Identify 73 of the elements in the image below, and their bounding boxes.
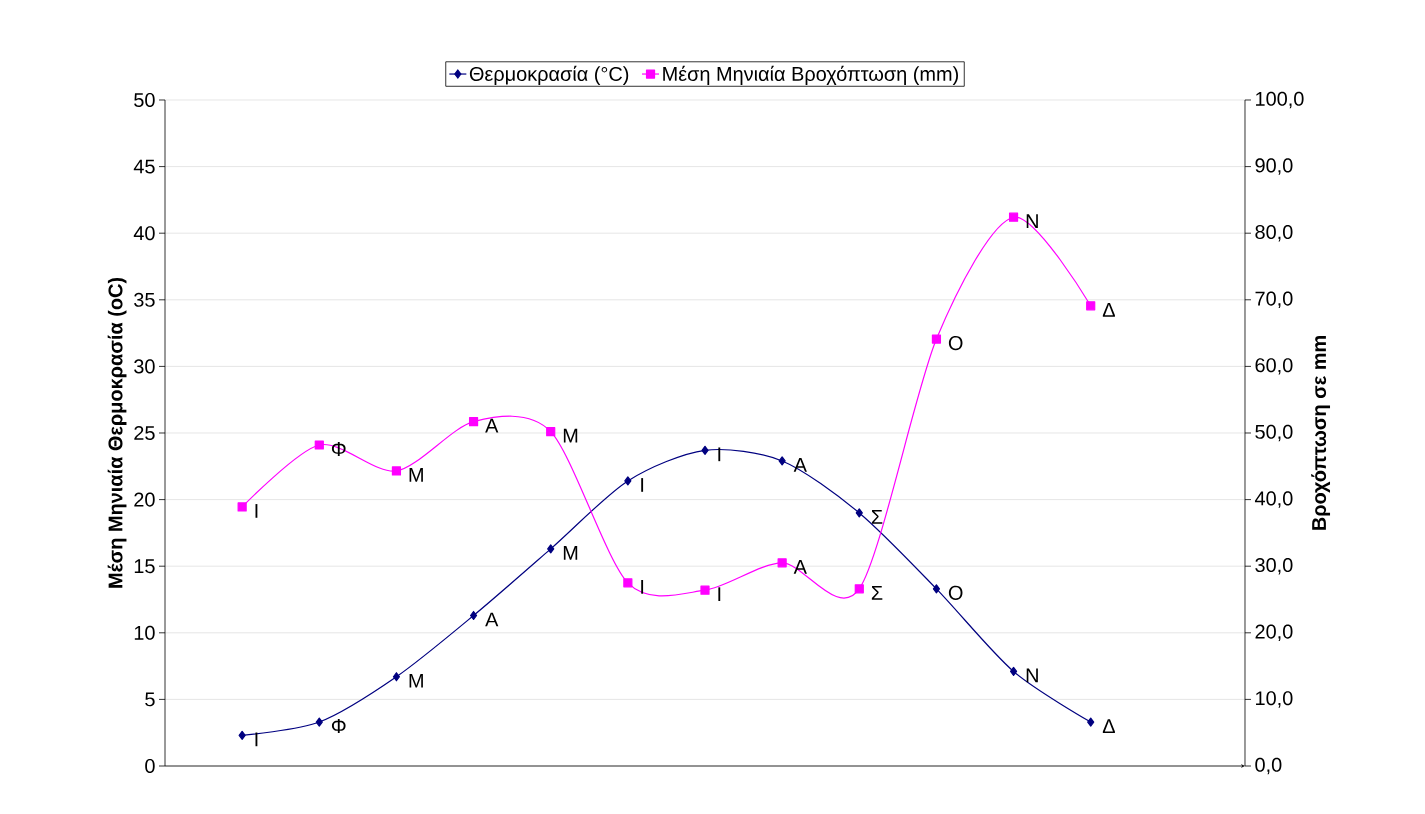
data-label: Μ	[563, 428, 578, 443]
data-label: Ι	[718, 447, 721, 462]
data-label: Α	[793, 560, 807, 574]
y2-tick-label: 100,0	[1256, 91, 1304, 109]
data-label: Ι	[641, 580, 644, 594]
y-tick-label: 15	[134, 559, 155, 574]
y-tick-label: 0	[145, 758, 155, 774]
y2-tick-label: 10,0	[1256, 691, 1293, 708]
point	[546, 427, 556, 437]
point	[931, 334, 942, 344]
y2-tick-label: 90,0	[1255, 158, 1293, 175]
data-label: Φ	[331, 719, 346, 733]
y-tick-label: 45	[133, 159, 155, 174]
point	[391, 466, 402, 476]
data-label: Ο	[948, 585, 963, 600]
y2-axis-title: Βροχόπτωση σε mm	[1311, 336, 1331, 530]
data-label: Ν	[1026, 214, 1038, 229]
point	[1087, 717, 1095, 727]
data-label: Δ	[1102, 719, 1115, 733]
data-label: Ο	[948, 336, 963, 351]
data-label: Α	[485, 612, 499, 627]
point	[855, 508, 863, 518]
y2-tick-label: 70,0	[1255, 291, 1293, 309]
y2-tick-label: 20,0	[1255, 624, 1293, 642]
data-label: Δ	[1102, 302, 1115, 317]
data-label: Μ	[409, 468, 423, 482]
point	[701, 445, 709, 455]
y-axis-title: Μέση Μηνιαία Θερμοκρασία (oC)	[107, 277, 127, 588]
point	[1008, 212, 1019, 222]
data-label: Ι	[255, 504, 258, 518]
data-label: Σ	[871, 510, 883, 524]
point	[777, 558, 787, 568]
y-tick-label: 25	[134, 425, 155, 441]
point	[854, 584, 864, 594]
point	[778, 456, 786, 466]
data-label: Μ	[409, 673, 423, 688]
y2-tick-label: 60,0	[1255, 358, 1293, 375]
y-tick-label: 50	[134, 92, 155, 108]
point	[1086, 301, 1096, 311]
y-tick-label: 35	[134, 292, 155, 307]
y-tick-label: 10	[134, 625, 155, 640]
data-label: Ι	[255, 732, 258, 747]
data-label: Σ	[871, 585, 883, 600]
point	[1009, 666, 1018, 677]
y-tick-label: 30	[134, 359, 155, 374]
point	[238, 730, 246, 740]
point	[392, 672, 401, 682]
point	[700, 585, 710, 595]
y-tick-label: 20	[134, 492, 155, 507]
data-label: Ι	[641, 478, 644, 492]
y2-tick-label: 40,0	[1254, 491, 1293, 508]
y2-tick-label: 0,0	[1255, 757, 1282, 775]
data-label: Α	[485, 418, 499, 433]
y2-tick-label: 80,0	[1255, 224, 1293, 242]
point	[932, 584, 941, 594]
point	[314, 440, 324, 450]
y2-tick-label: 30,0	[1255, 557, 1293, 575]
legend-label: Μέση Μηνιαία Βροχόπτωση (mm)	[663, 65, 958, 85]
data-label: Μ	[563, 546, 578, 560]
data-label: Ι	[718, 587, 721, 602]
point	[624, 476, 632, 486]
legend-label: Θερμοκρασία (°C)	[469, 65, 629, 85]
y-tick-label: 5	[145, 692, 155, 707]
data-label: Ν	[1026, 668, 1038, 683]
point	[623, 578, 633, 588]
point	[468, 417, 479, 427]
data-label: Α	[793, 458, 807, 472]
y2-tick-label: 50,0	[1255, 424, 1293, 442]
point	[237, 502, 247, 512]
point	[547, 544, 555, 554]
y-tick-label: 40	[133, 226, 155, 241]
point	[469, 610, 478, 621]
point	[315, 717, 323, 727]
